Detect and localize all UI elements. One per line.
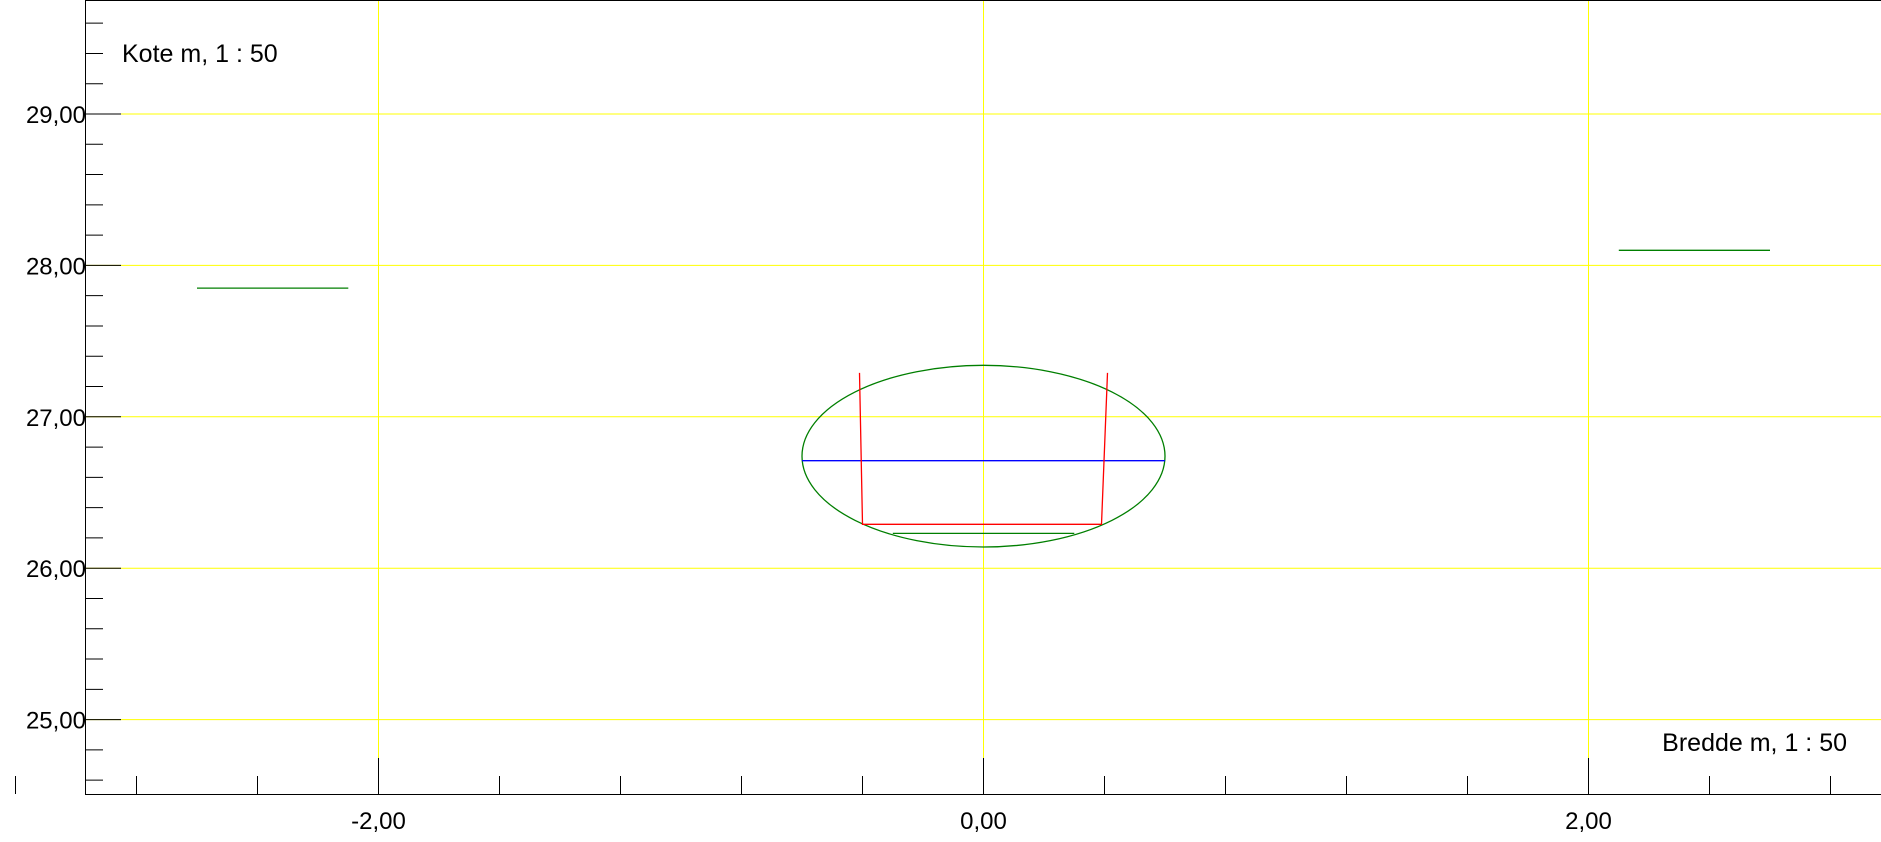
data-series bbox=[197, 249, 1770, 548]
tick-labels: 25,0026,0027,0028,0029,00-4,00-2,000,002… bbox=[26, 102, 1612, 835]
series-polyline bbox=[858, 372, 1109, 525]
x-tick-label: 0,00 bbox=[960, 808, 1007, 835]
y-tick-label: 27,00 bbox=[26, 405, 86, 432]
axes bbox=[15, 0, 1881, 795]
grid-lines bbox=[85, 0, 1881, 794]
y-tick-label: 25,00 bbox=[26, 708, 86, 735]
x-tick-label: -2,00 bbox=[351, 808, 406, 835]
y-tick-label: 28,00 bbox=[26, 253, 86, 280]
x-tick-label: 2,00 bbox=[1565, 808, 1612, 835]
x-axis-title: Bredde m, 1 : 50 bbox=[1662, 729, 1847, 757]
y-tick-label: 29,00 bbox=[26, 102, 86, 129]
y-tick-label: 26,00 bbox=[26, 556, 86, 583]
pipe-circle bbox=[801, 364, 1166, 548]
y-axis-title: Kote m, 1 : 50 bbox=[122, 40, 278, 68]
